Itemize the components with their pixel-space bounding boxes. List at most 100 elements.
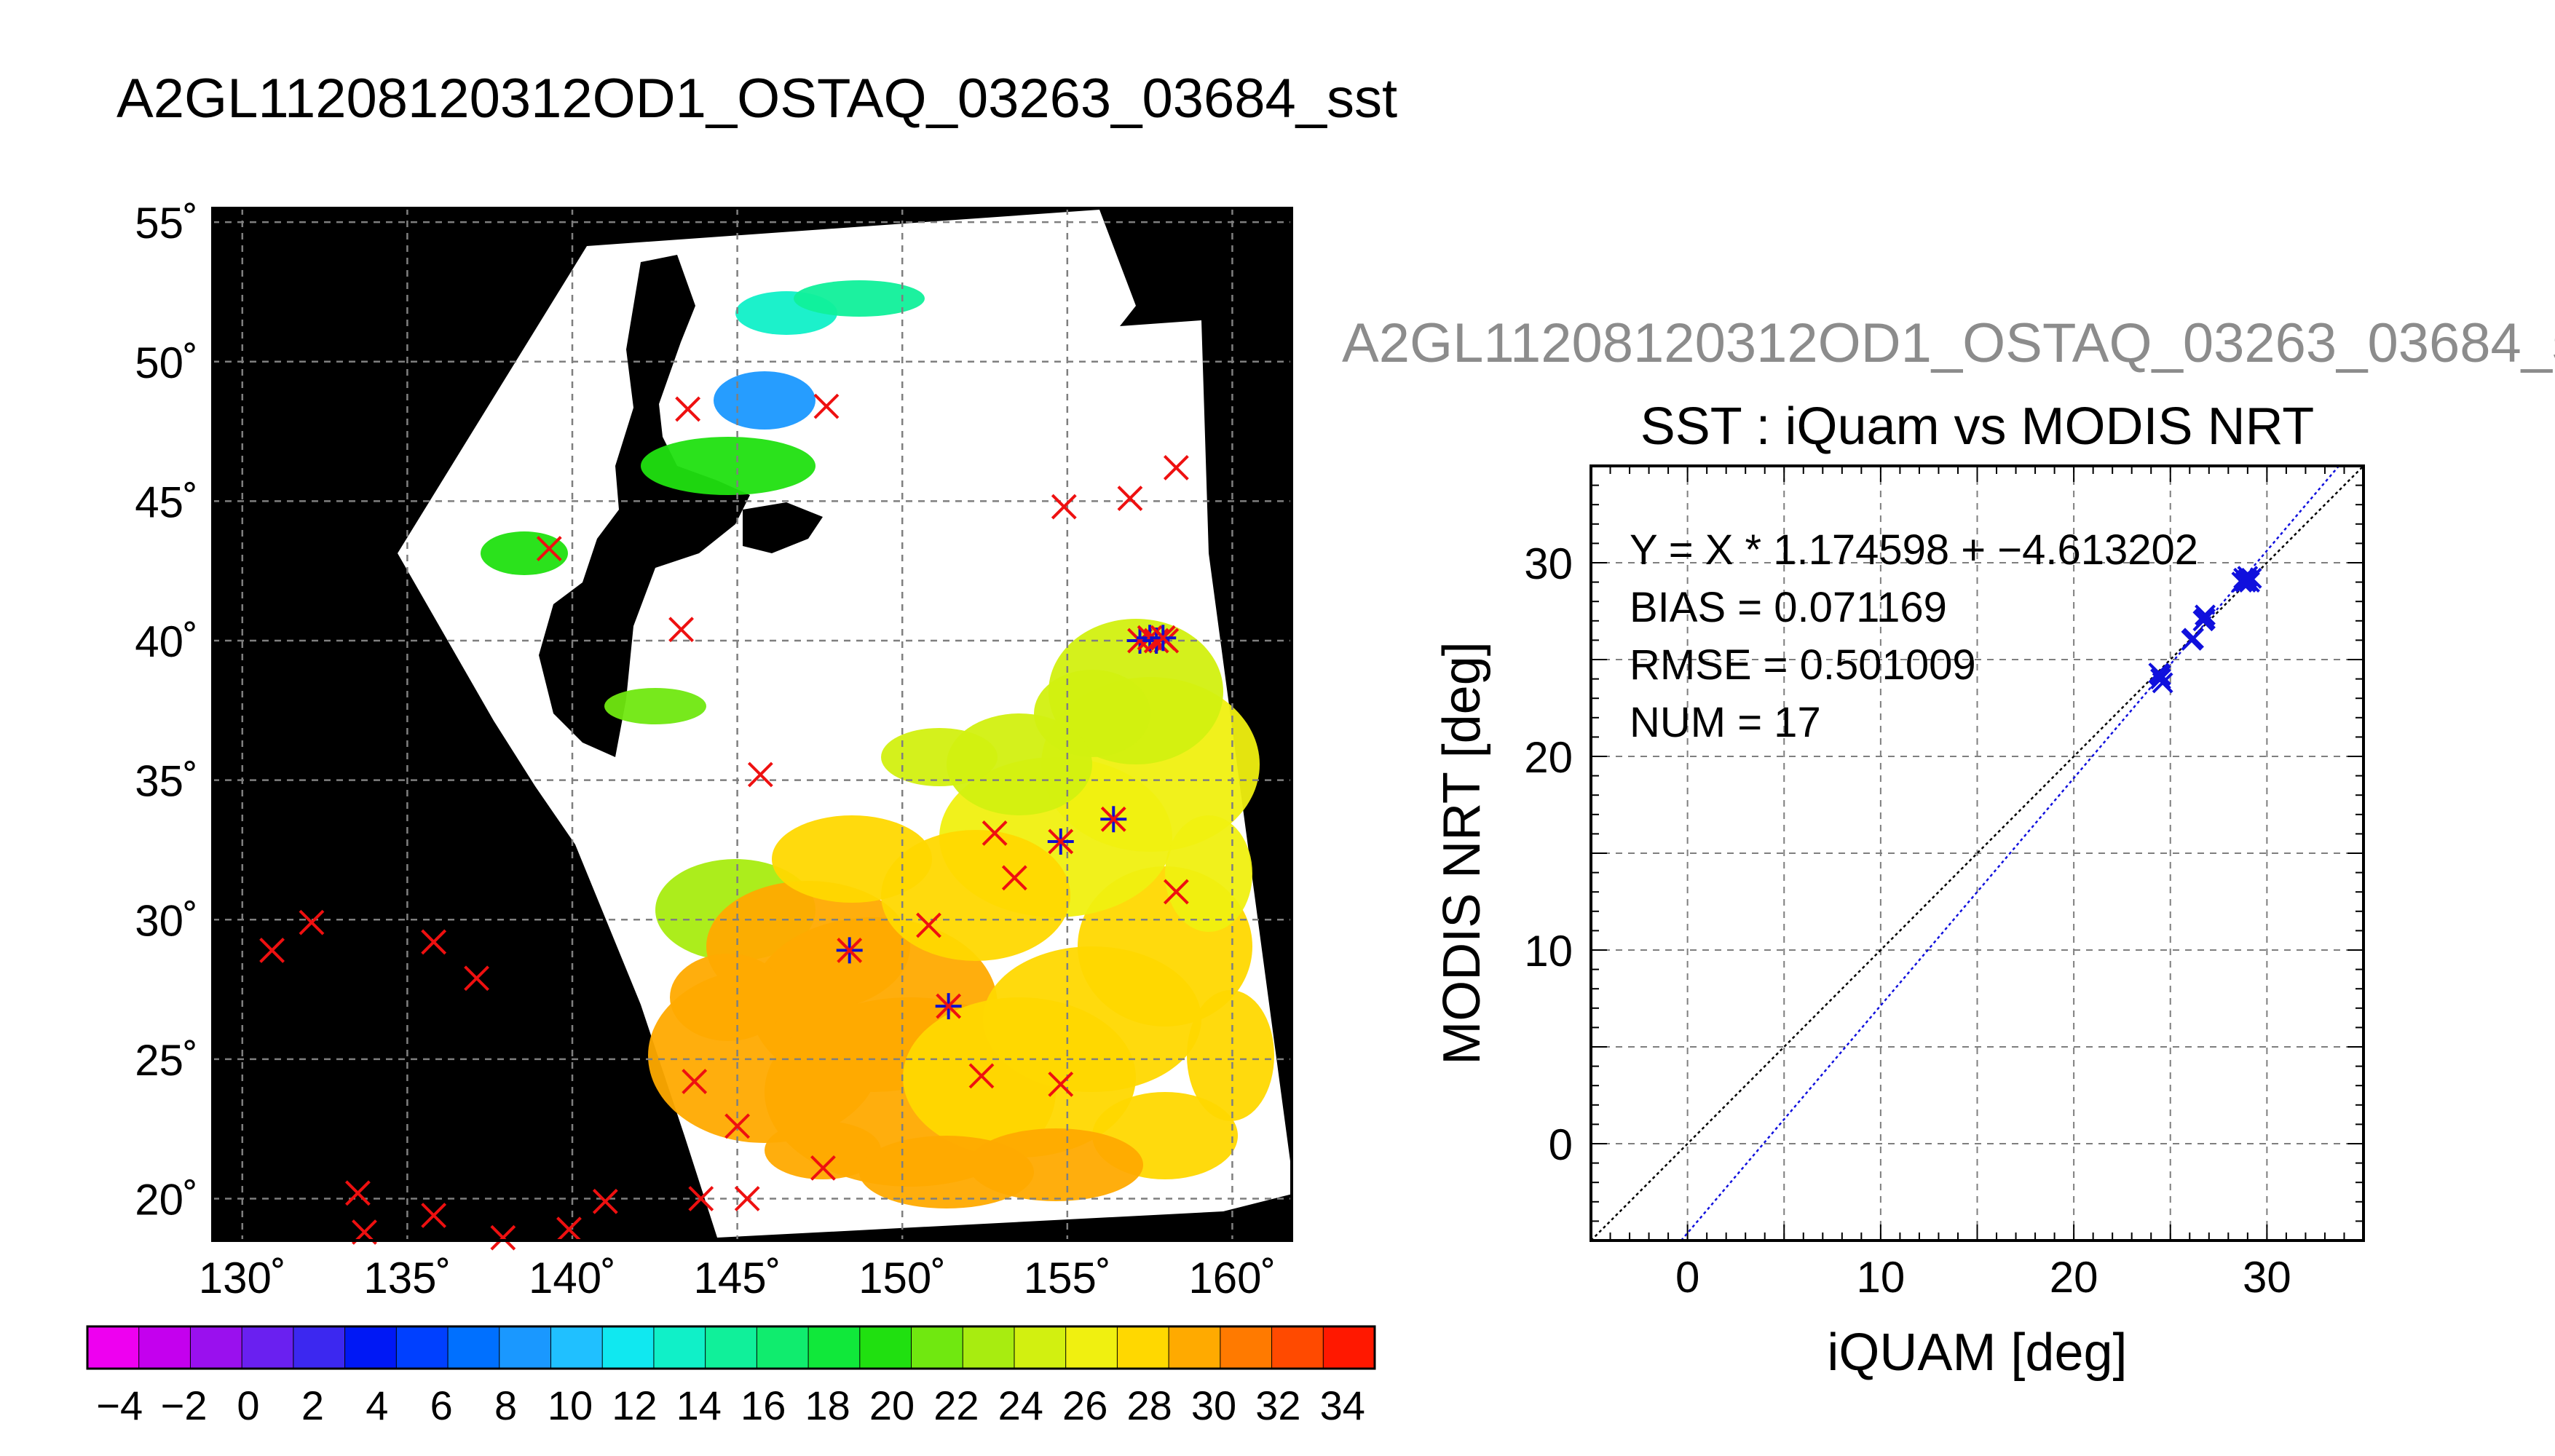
data-point <box>2195 608 2216 630</box>
hokkaido-land <box>743 502 823 553</box>
iquam-marker <box>747 761 773 788</box>
colorbar-swatch <box>705 1326 757 1369</box>
iquam-marker <box>299 909 325 935</box>
iquam-marker <box>421 929 447 955</box>
iquam-marker <box>464 965 489 992</box>
map-lon-label: 130˚ <box>199 1254 286 1302</box>
iquam-marker <box>724 1113 751 1139</box>
iquam-marker <box>1117 486 1143 511</box>
map-frame <box>211 207 1293 1242</box>
iquam-marker <box>1163 879 1189 905</box>
data-point <box>2195 604 2216 626</box>
colorbar-swatch <box>87 1326 140 1369</box>
y-axis-label: MODIS NRT [deg] <box>1433 641 1491 1065</box>
y-tick-label: 0 <box>1549 1120 1573 1169</box>
x-axis-label: iQUAM [deg] <box>1827 1324 2127 1382</box>
colorbar-tick-label: −2 <box>161 1382 208 1428</box>
stats-annotation: RMSE = 0.501009 <box>1630 641 1976 689</box>
sst-region-13 <box>670 954 786 1041</box>
colorbar-tick-label: 22 <box>933 1382 979 1428</box>
scatter-subtitle: A2GL11208120312OD1_OSTAQ_03263_03684_sst <box>1342 312 2555 374</box>
iquam-marker <box>344 1180 371 1206</box>
stats-annotation: NUM = 17 <box>1630 699 1821 746</box>
map-lat-label: 45˚ <box>135 478 198 526</box>
map-title: A2GL11208120312OD1_OSTAQ_03263_03684_sst <box>117 68 1398 130</box>
matched-marker-x <box>837 938 863 963</box>
iquam-marker <box>1048 1071 1074 1097</box>
colorbar-frame <box>86 1325 1376 1370</box>
iquam-marker <box>1163 455 1189 480</box>
iquam-marker <box>536 536 562 561</box>
colorbar-tick-label: 26 <box>1062 1382 1107 1428</box>
colorbar-tick-label: 32 <box>1255 1382 1300 1428</box>
iquam-marker <box>734 1186 760 1211</box>
stats-annotation: Y = X * 1.174598 + −4.613202 <box>1630 526 2198 574</box>
colorbar-swatch <box>653 1326 706 1369</box>
map-lon-label: 145˚ <box>694 1254 781 1302</box>
colorbar-tick-label: 12 <box>612 1382 657 1428</box>
iquam-marker <box>982 820 1008 846</box>
sst-region-25 <box>881 728 998 786</box>
colorbar-tick-label: 18 <box>805 1382 850 1428</box>
colorbar-tick-label: 28 <box>1126 1382 1172 1428</box>
map-lon-label: 150˚ <box>858 1254 946 1302</box>
colorbar-tick-label: 10 <box>548 1382 593 1428</box>
colorbar-tick-label: 30 <box>1191 1382 1236 1428</box>
colorbar-swatch <box>1065 1326 1118 1369</box>
iquam-marker <box>813 393 840 419</box>
data-point <box>2235 571 2256 593</box>
sst-region-23 <box>481 531 568 575</box>
iquam-marker <box>668 617 694 643</box>
sst-region-24 <box>604 688 706 724</box>
y-tick-label: 20 <box>1524 733 1573 782</box>
x-tick-label: 10 <box>1857 1253 1906 1302</box>
iquam-marker <box>1001 865 1027 891</box>
iquam-marker <box>490 1224 516 1251</box>
colorbar-swatch <box>293 1326 346 1369</box>
map-lat-label: 35˚ <box>135 757 198 806</box>
colorbar-swatch <box>1169 1326 1221 1369</box>
colorbar-swatch <box>1117 1326 1169 1369</box>
plot-title: SST : iQuam vs MODIS NRT <box>1640 397 2315 456</box>
iquam-marker <box>682 1069 708 1094</box>
colorbar-tick-label: 6 <box>430 1382 453 1428</box>
colorbar-swatch <box>499 1326 551 1369</box>
iquam-marker <box>968 1063 995 1089</box>
colorbar-swatch <box>808 1326 861 1369</box>
iquam-marker <box>688 1186 714 1211</box>
sst-region-22 <box>714 371 816 430</box>
iquam-marker <box>259 938 285 963</box>
y-tick-label: 30 <box>1524 539 1573 588</box>
colorbar-tick-label: 8 <box>494 1382 517 1428</box>
map-lat-label: 50˚ <box>135 339 198 387</box>
colorbar-swatch <box>550 1326 603 1369</box>
sst-region-15 <box>1187 990 1274 1121</box>
colorbar-swatch <box>396 1326 449 1369</box>
iquam-marker <box>1051 494 1077 520</box>
colorbar-tick-label: 0 <box>237 1382 259 1428</box>
sst-region-26 <box>765 1121 881 1179</box>
colorbar-tick-label: 24 <box>998 1382 1043 1428</box>
y-tick-label: 10 <box>1524 927 1573 976</box>
matched-marker-x <box>1048 828 1074 855</box>
colorbar-swatch <box>344 1326 397 1369</box>
map-lon-label: 140˚ <box>529 1254 616 1302</box>
colorbar-swatch <box>911 1326 963 1369</box>
map-lat-label: 55˚ <box>135 199 198 248</box>
map-lat-label: 20˚ <box>135 1176 198 1224</box>
map-lon-label: 135˚ <box>363 1254 451 1302</box>
map-grid <box>213 208 1292 1241</box>
colorbar-swatch <box>138 1326 191 1369</box>
matched-marker-x <box>1150 625 1176 651</box>
colorbar-swatch <box>963 1326 1015 1369</box>
colorbar-tick-label: 4 <box>366 1382 388 1428</box>
data-point <box>2183 628 2204 649</box>
map-lon-label: 160˚ <box>1188 1254 1276 1302</box>
sst-region-19 <box>641 437 816 495</box>
identity-line <box>1591 466 2364 1241</box>
iquam-marker <box>556 1216 582 1243</box>
sst-region-12 <box>772 815 932 903</box>
data-point <box>2152 672 2173 694</box>
